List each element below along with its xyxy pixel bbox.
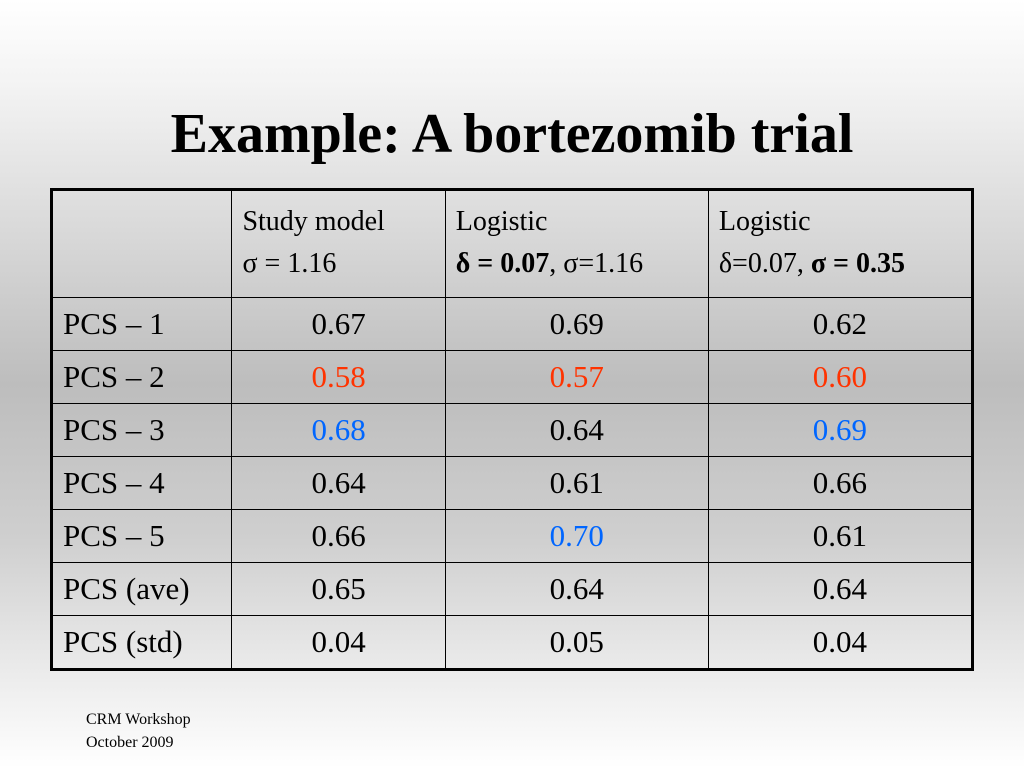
header-logistic-delta-title: Logistic — [455, 206, 548, 237]
value-cell: 0.69 — [444, 297, 709, 351]
value-cell: 0.66 — [707, 456, 974, 510]
header-logistic-delta-rest: , σ=1.16 — [549, 248, 644, 279]
header-logistic-sigma-title: Logistic — [718, 206, 811, 237]
value-cell: 0.04 — [231, 615, 446, 670]
row-label: PCS (std) — [50, 615, 233, 670]
header-logistic-sigma: Logistic δ=0.07, σ = 0.35 — [707, 189, 974, 298]
header-logistic-delta-params: δ = 0.07, σ=1.16 — [456, 243, 698, 285]
value-cell: 0.58 — [231, 350, 446, 404]
footer-workshop: CRM Workshop — [86, 711, 191, 728]
value-cell: 0.05 — [444, 615, 709, 670]
row-label: PCS – 1 — [50, 297, 233, 351]
value-cell: 0.70 — [444, 509, 709, 563]
value-cell: 0.67 — [231, 297, 446, 351]
header-study-model-sigma: σ = 1.16 — [242, 248, 337, 279]
table-row: PCS (ave) 0.65 0.64 0.64 — [50, 562, 974, 616]
value-cell: 0.61 — [707, 509, 974, 563]
table-row: PCS – 3 0.68 0.64 0.69 — [50, 403, 974, 457]
results-table: Study model σ = 1.16 Logistic δ = 0.07, … — [50, 188, 974, 671]
value-cell: 0.61 — [444, 456, 709, 510]
header-logistic-delta: Logistic δ = 0.07, σ=1.16 — [444, 189, 709, 298]
header-logistic-delta-bold: δ = 0.07 — [455, 248, 550, 279]
value-cell: 0.04 — [707, 615, 974, 670]
row-label: PCS (ave) — [50, 562, 233, 616]
table-header-row: Study model σ = 1.16 Logistic δ = 0.07, … — [50, 189, 974, 298]
slide-title: Example: A bortezomib trial — [170, 103, 854, 165]
footer-date: October 2009 — [86, 734, 174, 751]
header-study-model: Study model σ = 1.16 — [231, 189, 446, 298]
value-cell: 0.65 — [231, 562, 446, 616]
header-logistic-sigma-plain: δ=0.07, — [718, 248, 811, 279]
footer: CRM Workshop October 2009 — [86, 708, 191, 754]
value-cell: 0.68 — [231, 403, 446, 457]
value-cell: 0.64 — [707, 562, 974, 616]
table-row: PCS – 5 0.66 0.70 0.61 — [50, 509, 974, 563]
value-cell: 0.69 — [707, 403, 974, 457]
table-row: PCS (std) 0.04 0.05 0.04 — [50, 615, 974, 670]
header-logistic-sigma-params: δ=0.07, σ = 0.35 — [719, 243, 961, 285]
value-cell: 0.62 — [707, 297, 974, 351]
value-cell: 0.64 — [231, 456, 446, 510]
header-study-model-title: Study model — [242, 206, 385, 237]
table-row: PCS – 1 0.67 0.69 0.62 — [50, 297, 974, 351]
header-corner-cell — [50, 189, 233, 298]
value-cell: 0.66 — [231, 509, 446, 563]
row-label: PCS – 5 — [50, 509, 233, 563]
header-logistic-sigma-bold: σ = 0.35 — [810, 248, 906, 279]
row-label: PCS – 4 — [50, 456, 233, 510]
row-label: PCS – 2 — [50, 350, 233, 404]
table-row: PCS – 2 0.58 0.57 0.60 — [50, 350, 974, 404]
value-cell: 0.60 — [707, 350, 974, 404]
table-row: PCS – 4 0.64 0.61 0.66 — [50, 456, 974, 510]
value-cell: 0.64 — [444, 562, 709, 616]
value-cell: 0.64 — [444, 403, 709, 457]
value-cell: 0.57 — [444, 350, 709, 404]
row-label: PCS – 3 — [50, 403, 233, 457]
